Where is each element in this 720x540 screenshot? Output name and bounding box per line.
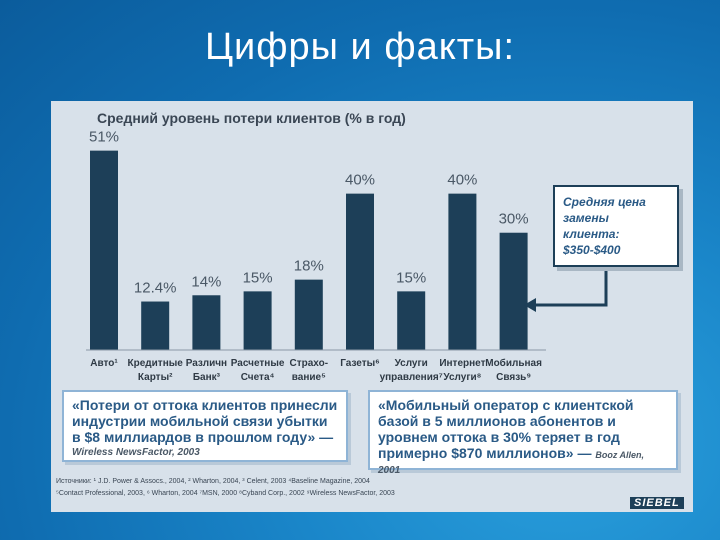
category-label: Услуги⁸ [443, 372, 481, 383]
bar-value-label: 14% [191, 273, 221, 290]
callout-line: $350-$400 [563, 243, 621, 257]
callout-arrow [524, 268, 608, 312]
category-label: Авто¹ [90, 358, 118, 369]
quote-right-year: 2001 [378, 465, 401, 476]
bar [294, 279, 323, 350]
quote-right-text: «Мобильный оператор с клиентской базой в… [378, 397, 634, 461]
chart-title: Средний уровень потери клиентов (% в год… [97, 110, 406, 126]
sources-footnote: Источники: ¹ J.D. Power & Assocs., 2004,… [56, 476, 616, 500]
bar [141, 301, 170, 350]
bars-layer: 51% Авто¹ 12.4% Кредитные Карты² 14% Различн Ба… [89, 129, 542, 383]
sources-line-1: Источники: ¹ J.D. Power & Assocs., 2004,… [56, 478, 370, 485]
bar-value-label: 15% [243, 269, 273, 286]
bar [397, 291, 426, 350]
bar [448, 193, 477, 350]
bar-value-label: 30% [499, 211, 529, 228]
bar [192, 295, 221, 350]
category-label: Интернет [439, 358, 485, 369]
category-label: Расчетные [231, 358, 285, 369]
quote-right-source: Booz Allen, [595, 450, 645, 460]
bar-value-label: 40% [345, 172, 375, 189]
callout-line: клиента: [563, 227, 620, 241]
category-label: управления⁷ [380, 372, 443, 383]
category-label: Связь⁹ [496, 372, 531, 383]
bar-value-label: 12.4% [134, 280, 177, 297]
category-label: Карты² [138, 372, 173, 383]
category-label: Мобильная [485, 357, 542, 369]
avg-replacement-cost-callout: Средняя цена замены клиента: $350-$400 [553, 185, 679, 267]
bar-value-label: 40% [447, 172, 477, 189]
category-label: Кредитные [128, 358, 184, 369]
callout-line: Средняя цена [563, 195, 646, 209]
quote-left-box: «Потери от оттока клиентов принесли инду… [62, 390, 348, 462]
callout-line: замены [563, 211, 609, 225]
sources-line-2: ⁵Contact Professional, 2003, ⁶ Wharton, … [56, 490, 395, 497]
siebel-logo: SIEBEL [630, 497, 684, 509]
category-label: Различн [186, 358, 227, 369]
quote-right-box: «Мобильный оператор с клиентской базой в… [368, 390, 678, 476]
bar-value-label: 15% [396, 269, 426, 286]
category-label: Счета⁴ [241, 372, 275, 383]
quote-left-text: «Потери от оттока клиентов принесли инду… [72, 397, 338, 445]
bar [346, 193, 374, 350]
category-label: Газеты⁶ [340, 358, 380, 369]
bar [90, 150, 118, 350]
category-label: вание⁵ [292, 372, 326, 383]
slide-title: Цифры и факты: [204, 26, 516, 68]
bar-value-label: 18% [294, 258, 324, 275]
category-label: Банк³ [193, 372, 221, 383]
bar-value-label: 51% [89, 129, 119, 146]
bar [499, 232, 528, 350]
bar [243, 291, 272, 350]
quote-left-source: Wireless NewsFactor, 2003 [72, 447, 200, 458]
category-label: Услуги [395, 358, 428, 369]
category-label: Страхо- [290, 358, 329, 369]
